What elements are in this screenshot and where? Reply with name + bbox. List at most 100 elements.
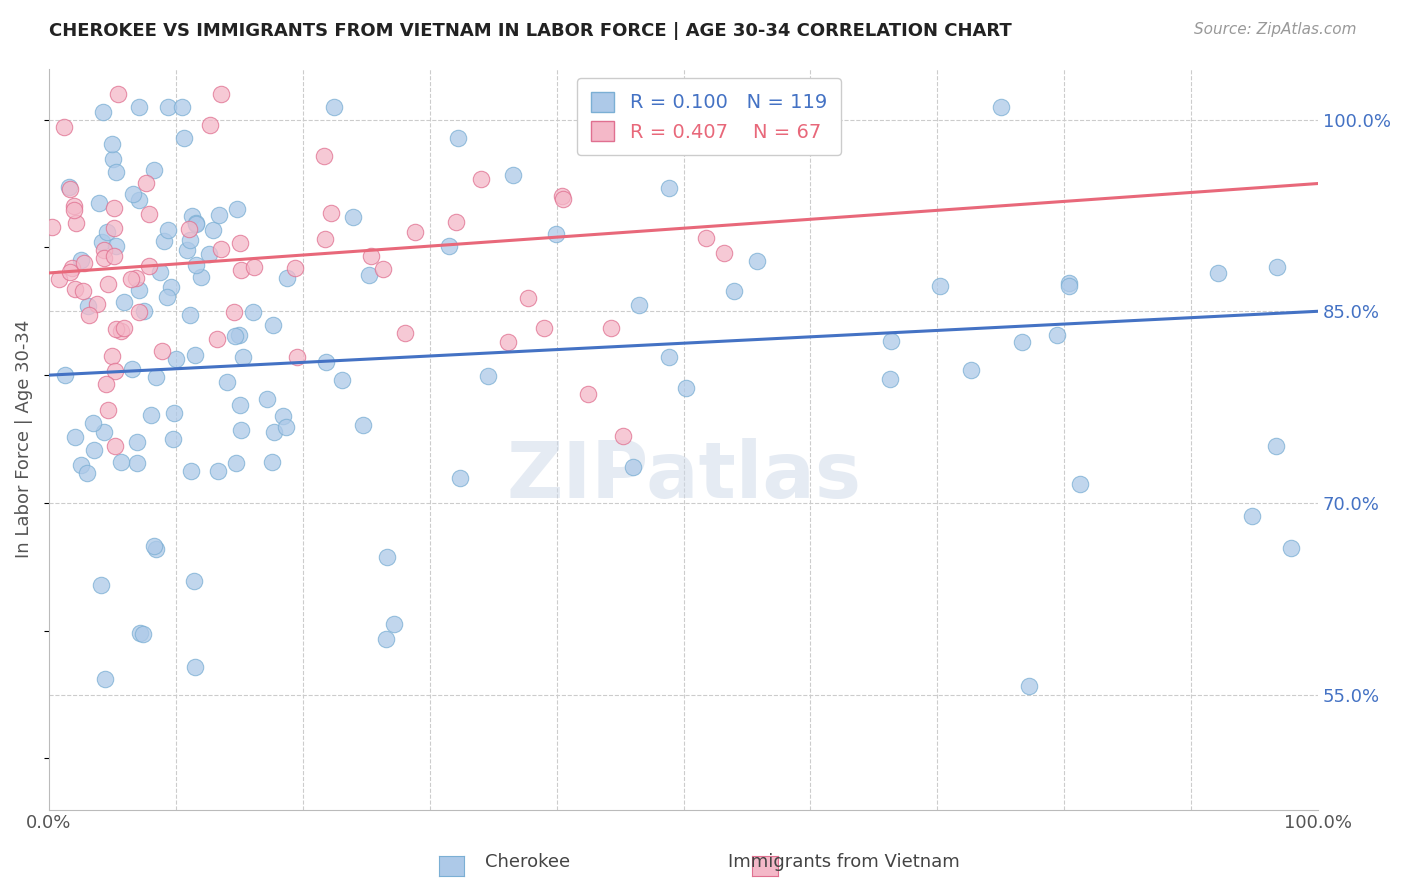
Point bbox=[125, 435, 148, 450]
Point bbox=[94, 673, 117, 687]
Point bbox=[553, 193, 575, 207]
Point bbox=[184, 258, 207, 272]
Point bbox=[172, 100, 194, 114]
Point bbox=[142, 539, 165, 553]
Point bbox=[90, 578, 112, 592]
Point bbox=[232, 351, 254, 365]
Point bbox=[77, 308, 100, 322]
Text: Immigrants from Vietnam: Immigrants from Vietnam bbox=[728, 853, 959, 871]
Point bbox=[256, 392, 278, 407]
Point bbox=[128, 100, 150, 114]
Point bbox=[274, 419, 297, 434]
Point bbox=[83, 442, 105, 457]
Point bbox=[576, 387, 599, 401]
Point bbox=[439, 239, 461, 253]
Point bbox=[104, 439, 127, 453]
Point bbox=[228, 235, 250, 250]
Point bbox=[110, 454, 132, 468]
Point bbox=[319, 206, 342, 220]
Point bbox=[960, 363, 983, 377]
Point bbox=[162, 432, 184, 446]
Point bbox=[679, 109, 702, 123]
Point bbox=[208, 208, 231, 222]
Point bbox=[186, 217, 208, 231]
Point bbox=[375, 632, 398, 647]
Y-axis label: In Labor Force | Age 30-34: In Labor Force | Age 30-34 bbox=[15, 320, 32, 558]
Point bbox=[97, 277, 120, 292]
Point bbox=[125, 271, 148, 285]
Point bbox=[91, 235, 114, 250]
Point bbox=[229, 423, 252, 437]
Point bbox=[209, 87, 232, 101]
Point bbox=[447, 130, 470, 145]
Point bbox=[373, 261, 395, 276]
Text: Source: ZipAtlas.com: Source: ZipAtlas.com bbox=[1194, 22, 1357, 37]
Point bbox=[60, 260, 83, 275]
Point bbox=[1018, 679, 1040, 693]
Point bbox=[231, 262, 253, 277]
Point bbox=[243, 260, 266, 275]
Point bbox=[179, 233, 201, 247]
Text: Cherokee: Cherokee bbox=[485, 853, 569, 871]
Point bbox=[224, 329, 246, 343]
Point bbox=[58, 180, 80, 194]
Point bbox=[621, 460, 644, 475]
Point bbox=[394, 326, 416, 340]
Point bbox=[496, 335, 519, 350]
Point bbox=[198, 118, 221, 132]
Text: ZIPatlas: ZIPatlas bbox=[506, 438, 860, 514]
Point bbox=[107, 87, 129, 101]
Point bbox=[145, 542, 167, 557]
Point bbox=[675, 381, 697, 395]
Point bbox=[104, 239, 127, 253]
Point bbox=[149, 264, 172, 278]
Point bbox=[127, 456, 149, 470]
Point bbox=[104, 364, 127, 378]
Point bbox=[1011, 335, 1033, 350]
Point bbox=[103, 202, 125, 216]
Point bbox=[600, 321, 623, 335]
Point bbox=[1279, 541, 1302, 555]
Point bbox=[128, 193, 150, 207]
Point bbox=[612, 429, 634, 443]
Point bbox=[225, 456, 247, 470]
Point bbox=[1046, 328, 1069, 343]
Point bbox=[287, 350, 309, 364]
Point bbox=[120, 272, 142, 286]
Point bbox=[1265, 439, 1288, 453]
Point bbox=[190, 270, 212, 285]
Point bbox=[323, 100, 346, 114]
Point bbox=[449, 471, 471, 485]
Point bbox=[65, 216, 87, 230]
Point bbox=[65, 430, 87, 444]
Point bbox=[96, 225, 118, 239]
Point bbox=[101, 152, 124, 166]
Point bbox=[723, 284, 745, 298]
Point bbox=[59, 265, 82, 279]
Point bbox=[141, 409, 163, 423]
Point bbox=[1057, 277, 1080, 291]
Point bbox=[745, 253, 768, 268]
Point bbox=[1241, 508, 1264, 523]
Point bbox=[122, 186, 145, 201]
Point bbox=[163, 406, 186, 420]
Point bbox=[262, 318, 284, 333]
Point bbox=[181, 209, 204, 223]
Point bbox=[198, 247, 221, 261]
Point bbox=[315, 355, 337, 369]
Point bbox=[502, 169, 524, 183]
Point bbox=[128, 304, 150, 318]
Point bbox=[105, 322, 128, 336]
Point bbox=[477, 369, 499, 384]
Point bbox=[103, 250, 125, 264]
Point bbox=[52, 120, 75, 135]
Point bbox=[226, 202, 249, 216]
Point bbox=[658, 350, 681, 364]
Point bbox=[404, 225, 426, 239]
Point bbox=[94, 377, 117, 392]
Point bbox=[112, 294, 135, 309]
Point bbox=[69, 458, 91, 472]
Point bbox=[627, 297, 650, 311]
Point bbox=[138, 259, 160, 273]
Point bbox=[533, 321, 555, 335]
